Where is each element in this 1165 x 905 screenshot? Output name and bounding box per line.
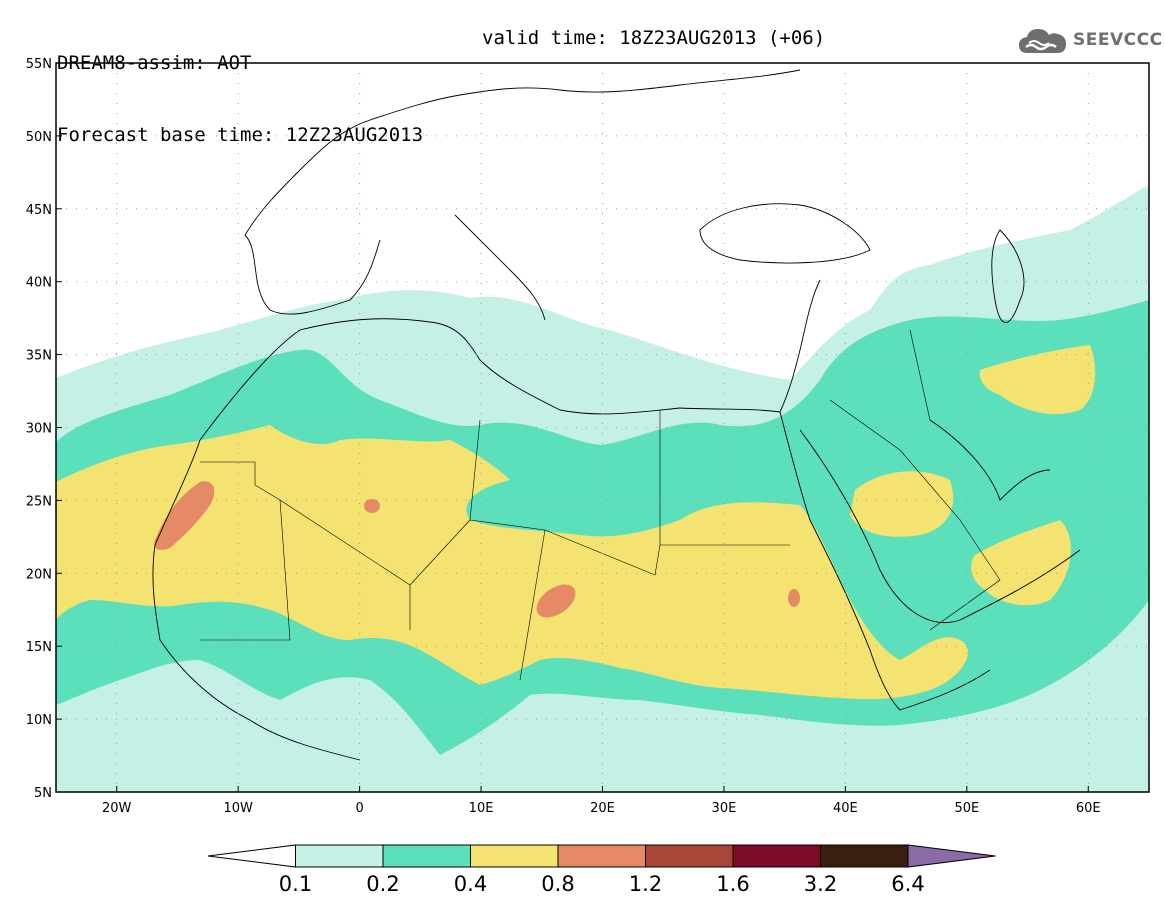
lon-labels: 20W 10W 0 10E 20E 30E 40E 50E 60E bbox=[102, 786, 1101, 816]
lat-tick-label: 35N bbox=[26, 349, 52, 364]
lat-tick-label: 45N bbox=[26, 203, 52, 218]
colorbar-swatch bbox=[470, 844, 559, 868]
colorbar-label: 0.2 bbox=[366, 872, 399, 896]
lat-tick-label: 5N bbox=[34, 786, 52, 801]
lon-tick-label: 60E bbox=[1076, 801, 1101, 816]
border-chad bbox=[519, 529, 546, 681]
lat-labels: 55N 50N 45N 40N 35N 30N 25N 20N 15N 10N 5N bbox=[26, 57, 62, 801]
coast-gulf bbox=[929, 419, 1051, 501]
lon-tick-label: 40E bbox=[833, 801, 858, 816]
lon-tick-label: 10W bbox=[223, 801, 253, 816]
coast-north-africa bbox=[199, 318, 781, 441]
map-title: DREAM8-assim: AOT Forecast base time: 12… bbox=[57, 3, 423, 171]
colorbar-label: 6.4 bbox=[891, 872, 924, 896]
coast-italy bbox=[454, 214, 546, 321]
aot-band-0.8-c bbox=[364, 499, 380, 513]
coast-black-sea bbox=[699, 203, 871, 264]
coast-levant bbox=[779, 279, 821, 413]
lat-tick-label: 50N bbox=[26, 130, 52, 145]
colorbar-swatch bbox=[382, 844, 471, 868]
lat-tick-label: 20N bbox=[26, 567, 52, 582]
coast-caspian bbox=[991, 229, 1025, 323]
aot-band-0.4-east bbox=[850, 345, 1096, 606]
lon-tick-label: 30E bbox=[712, 801, 737, 816]
lon-tick-label: 10E bbox=[469, 801, 494, 816]
logo-text: SEEVCCC bbox=[1073, 30, 1163, 50]
colorbar-swatch bbox=[557, 844, 646, 868]
coast-horn bbox=[899, 669, 991, 711]
border-saudi bbox=[829, 399, 1001, 631]
lat-tick-label: 30N bbox=[26, 422, 52, 437]
seevccc-logo: SEEVCCC bbox=[1017, 22, 1163, 58]
aot-fields bbox=[56, 185, 1149, 792]
colorbar-label: 0.4 bbox=[454, 872, 487, 896]
lon-tick-label: 20E bbox=[590, 801, 615, 816]
lon-tick-label: 0 bbox=[355, 801, 363, 816]
grid-lines bbox=[56, 63, 1149, 792]
border-mauritania bbox=[200, 461, 291, 641]
colorbar-label: 1.2 bbox=[629, 872, 662, 896]
lat-tick-label: 55N bbox=[26, 57, 52, 72]
coast-west-africa bbox=[152, 439, 361, 761]
colorbar-label: 1.6 bbox=[716, 872, 749, 896]
lon-tick-label: 50E bbox=[954, 801, 979, 816]
coast-arabia bbox=[799, 429, 1081, 623]
lat-tick-label: 25N bbox=[26, 494, 52, 509]
colorbar-swatch bbox=[732, 844, 821, 868]
colorbar: 0.1 0.2 0.4 0.8 1.2 1.6 3.2 6.4 bbox=[207, 844, 996, 896]
aot-band-0.8-a bbox=[154, 481, 215, 550]
colorbar-under-arrow bbox=[207, 844, 296, 868]
lat-tick-label: 10N bbox=[26, 713, 52, 728]
coast-iberia bbox=[244, 234, 381, 315]
valid-time: valid time: 18Z23AUG2013 (+06) bbox=[482, 27, 826, 49]
coast-red-sea bbox=[779, 411, 901, 711]
coast-europe bbox=[244, 69, 801, 236]
lat-tick-label: 40N bbox=[26, 276, 52, 291]
colorbar-swatch bbox=[820, 844, 909, 868]
colorbar-label: 0.8 bbox=[541, 872, 574, 896]
colorbar-swatch bbox=[295, 844, 384, 868]
lat-tick-label: 15N bbox=[26, 640, 52, 655]
colorbar-label: 0.1 bbox=[279, 872, 312, 896]
border-niger bbox=[409, 519, 471, 586]
coastlines bbox=[152, 69, 1081, 761]
borders bbox=[200, 329, 1001, 681]
colorbar-over-arrow bbox=[907, 844, 996, 868]
lon-tick-label: 20W bbox=[102, 801, 132, 816]
aot-band-0.8-b bbox=[536, 584, 576, 618]
base-time: Forecast base time: 12Z23AUG2013 bbox=[57, 124, 424, 146]
colorbar-swatch bbox=[645, 844, 734, 868]
cloud-icon bbox=[1019, 29, 1066, 53]
border-libya bbox=[469, 410, 661, 576]
border-iran-iraq bbox=[909, 329, 931, 421]
colorbar-label: 3.2 bbox=[804, 872, 837, 896]
aot-band-0.8-d bbox=[788, 589, 800, 607]
aot-band-0.4-west bbox=[56, 425, 969, 700]
